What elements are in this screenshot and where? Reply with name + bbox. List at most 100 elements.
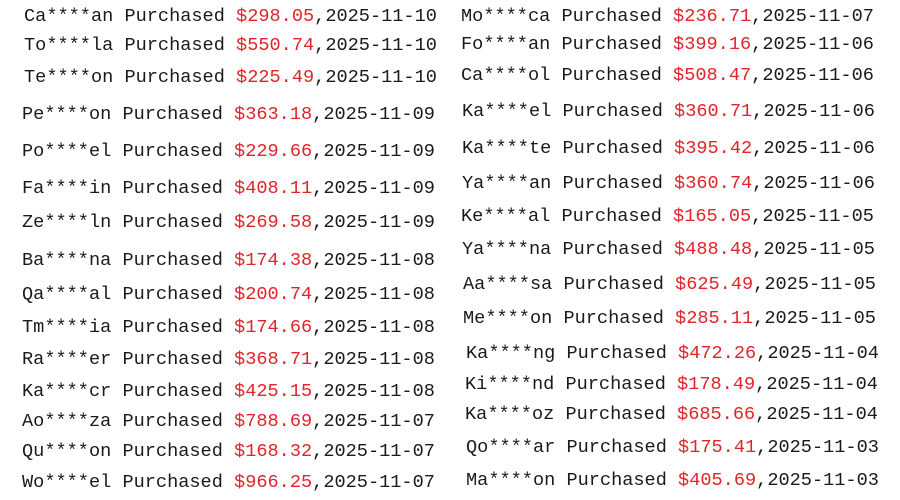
purchase-amount: $168.32 [234, 441, 313, 462]
purchase-amount: $229.66 [234, 141, 313, 162]
purchase-date: 2025-11-09 [323, 141, 435, 162]
purchase-date: 2025-11-06 [762, 34, 874, 55]
purchase-entry: Ba****na Purchased $174.38,2025-11-08 [22, 250, 435, 271]
buyer-name: Ra****er [22, 349, 112, 370]
purchase-amount: $200.74 [234, 284, 313, 305]
purchase-amount: $368.71 [234, 349, 313, 370]
purchase-entry: Ki****nd Purchased $178.49,2025-11-04 [465, 374, 878, 395]
buyer-name: Qo****ar [466, 437, 556, 458]
purchase-amount: $966.25 [234, 472, 313, 493]
purchase-date: 2025-11-07 [762, 6, 874, 27]
purchase-amount: $508.47 [673, 65, 752, 86]
action-label: Purchased [563, 274, 664, 295]
purchase-amount: $360.74 [674, 173, 753, 194]
buyer-name: Ka****oz [465, 404, 555, 425]
purchase-amount: $488.48 [674, 239, 753, 260]
buyer-name: Ca****an [24, 6, 114, 27]
purchase-entry: Aa****sa Purchased $625.49,2025-11-05 [463, 274, 876, 295]
purchase-entry: Qo****ar Purchased $175.41,2025-11-03 [466, 437, 879, 458]
buyer-name: Ma****on [466, 470, 556, 491]
action-label: Purchased [562, 239, 663, 260]
purchase-amount: $236.71 [673, 6, 752, 27]
purchase-entry: To****la Purchased $550.74,2025-11-10 [24, 35, 437, 56]
purchase-entry: Ya****an Purchased $360.74,2025-11-06 [462, 173, 875, 194]
purchase-date: 2025-11-08 [323, 381, 435, 402]
purchase-entry: Tm****ia Purchased $174.66,2025-11-08 [22, 317, 435, 338]
purchase-date: 2025-11-03 [767, 470, 879, 491]
buyer-name: Aa****sa [463, 274, 553, 295]
action-label: Purchased [124, 6, 225, 27]
purchase-entry: Fo****an Purchased $399.16,2025-11-06 [461, 34, 874, 55]
purchase-amount: $405.69 [678, 470, 757, 491]
buyer-name: Wo****el [22, 472, 112, 493]
purchase-date: 2025-11-08 [323, 284, 435, 305]
purchase-date: 2025-11-04 [767, 343, 879, 364]
action-label: Purchased [566, 437, 667, 458]
action-label: Purchased [566, 470, 667, 491]
purchase-entry: Ca****ol Purchased $508.47,2025-11-06 [461, 65, 874, 86]
purchase-entry: Ya****na Purchased $488.48,2025-11-05 [462, 239, 875, 260]
purchase-entry: Wo****el Purchased $966.25,2025-11-07 [22, 472, 435, 493]
buyer-name: Pe****on [22, 104, 112, 125]
buyer-name: Ka****cr [22, 381, 112, 402]
action-label: Purchased [122, 104, 223, 125]
purchase-entry: Me****on Purchased $285.11,2025-11-05 [463, 308, 876, 329]
buyer-name: Ya****na [462, 239, 552, 260]
purchase-entry: Ka****te Purchased $395.42,2025-11-06 [462, 138, 875, 159]
purchase-amount: $363.18 [234, 104, 313, 125]
purchase-amount: $550.74 [236, 35, 315, 56]
action-label: Purchased [562, 173, 663, 194]
purchase-entry: Ao****za Purchased $788.69,2025-11-07 [22, 411, 435, 432]
buyer-name: Ca****ol [461, 65, 551, 86]
purchase-date: 2025-11-08 [323, 317, 435, 338]
purchase-date: 2025-11-03 [767, 437, 879, 458]
purchase-entry: Qa****al Purchased $200.74,2025-11-08 [22, 284, 435, 305]
purchase-date: 2025-11-05 [762, 206, 874, 227]
purchase-entry: Te****on Purchased $225.49,2025-11-10 [24, 67, 437, 88]
purchase-amount: $225.49 [236, 67, 315, 88]
purchase-date: 2025-11-06 [763, 173, 875, 194]
action-label: Purchased [122, 178, 223, 199]
buyer-name: Ya****an [462, 173, 552, 194]
action-label: Purchased [561, 34, 662, 55]
purchase-date: 2025-11-04 [766, 374, 878, 395]
purchase-date: 2025-11-06 [763, 101, 875, 122]
action-label: Purchased [122, 441, 223, 462]
purchase-date: 2025-11-04 [766, 404, 878, 425]
action-label: Purchased [122, 411, 223, 432]
action-label: Purchased [122, 317, 223, 338]
purchase-amount: $408.11 [234, 178, 313, 199]
purchase-date: 2025-11-07 [323, 472, 435, 493]
purchase-date: 2025-11-10 [325, 35, 437, 56]
action-label: Purchased [122, 212, 223, 233]
buyer-name: Ki****nd [465, 374, 555, 395]
action-label: Purchased [122, 381, 223, 402]
action-label: Purchased [122, 472, 223, 493]
buyer-name: Qa****al [22, 284, 112, 305]
purchase-entry: Pe****on Purchased $363.18,2025-11-09 [22, 104, 435, 125]
action-label: Purchased [124, 67, 225, 88]
purchase-amount: $174.38 [234, 250, 313, 271]
purchase-amount: $625.49 [675, 274, 754, 295]
action-label: Purchased [122, 250, 223, 271]
purchase-amount: $425.15 [234, 381, 313, 402]
buyer-name: Ze****ln [22, 212, 112, 233]
buyer-name: Ke****al [461, 206, 551, 227]
purchase-amount: $788.69 [234, 411, 313, 432]
buyer-name: Ao****za [22, 411, 112, 432]
purchase-date: 2025-11-08 [323, 250, 435, 271]
purchase-entry: Po****el Purchased $229.66,2025-11-09 [22, 141, 435, 162]
buyer-name: Fo****an [461, 34, 551, 55]
purchase-entry: Ca****an Purchased $298.05,2025-11-10 [24, 6, 437, 27]
action-label: Purchased [122, 284, 223, 305]
purchase-amount: $178.49 [677, 374, 756, 395]
purchase-entry: Qu****on Purchased $168.32,2025-11-07 [22, 441, 435, 462]
purchase-date: 2025-11-10 [325, 67, 437, 88]
purchase-date: 2025-11-07 [323, 441, 435, 462]
purchase-amount: $269.58 [234, 212, 313, 233]
action-label: Purchased [122, 141, 223, 162]
action-label: Purchased [563, 308, 664, 329]
action-label: Purchased [561, 6, 662, 27]
purchase-date: 2025-11-06 [763, 138, 875, 159]
purchase-amount: $298.05 [236, 6, 315, 27]
